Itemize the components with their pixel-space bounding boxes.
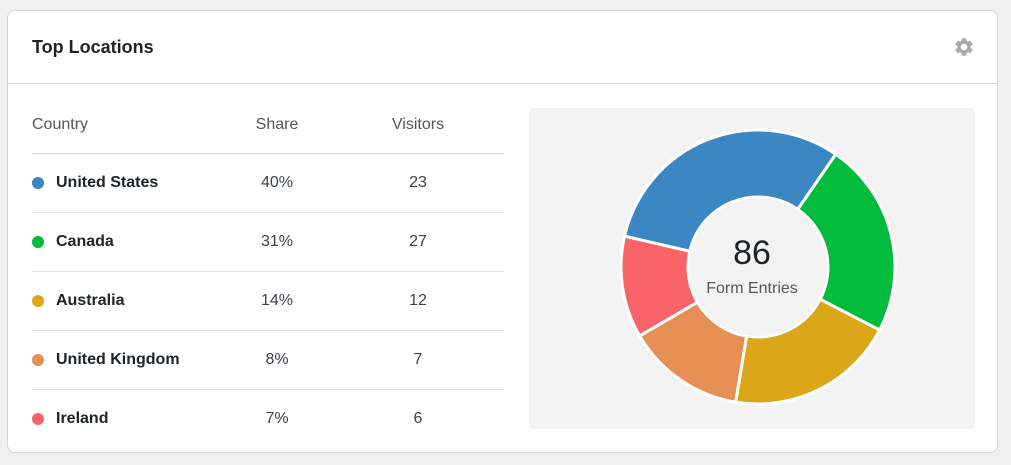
country-cell: Ireland xyxy=(32,410,222,428)
donut-chart xyxy=(619,128,897,406)
country-column-header: Country xyxy=(32,116,89,133)
visitors-cell: 23 xyxy=(409,174,427,191)
legend-dot xyxy=(32,413,44,425)
country-name: Ireland xyxy=(56,410,109,427)
table-row: United States 40% 23 xyxy=(32,154,504,213)
country-cell: United States xyxy=(32,174,222,192)
share-cell: 31% xyxy=(260,233,294,250)
visitors-cell: 27 xyxy=(409,233,427,250)
country-name: United States xyxy=(56,174,159,191)
country-name: Canada xyxy=(56,233,114,250)
country-cell: Canada xyxy=(32,233,222,251)
country-name: Australia xyxy=(56,292,125,309)
donut-hole xyxy=(689,198,827,336)
visitors-cell: 12 xyxy=(409,292,427,309)
legend-dot xyxy=(32,177,44,189)
center-value: 86 xyxy=(733,234,771,272)
share-column-header: Share xyxy=(255,116,299,133)
legend-dot xyxy=(32,236,44,248)
legend-dot xyxy=(32,354,44,366)
donut-slice-ireland[interactable] xyxy=(619,234,700,338)
table-row: Canada 31% 27 xyxy=(32,213,504,272)
table-row: United Kingdom 8% 7 xyxy=(32,331,504,390)
donut-slice-australia[interactable] xyxy=(733,297,882,406)
visitors-cell: 7 xyxy=(413,351,423,368)
widget-title: Top Locations xyxy=(32,37,154,57)
gear-icon[interactable] xyxy=(953,36,975,58)
visitors-column-header: Visitors xyxy=(391,116,445,133)
center-label: Form Entries xyxy=(706,280,798,297)
share-cell: 14% xyxy=(260,292,294,309)
share-cell: 40% xyxy=(260,174,294,191)
widget-header: Top Locations xyxy=(8,11,997,84)
country-cell: United Kingdom xyxy=(32,351,222,369)
country-cell: Australia xyxy=(32,292,222,310)
share-cell: 8% xyxy=(265,351,289,368)
visitors-cell: 6 xyxy=(413,410,423,427)
country-name: United Kingdom xyxy=(56,351,180,368)
donut-slice-united-states[interactable] xyxy=(622,128,838,254)
chart-panel: 86 Form Entries xyxy=(529,108,975,429)
legend-dot xyxy=(32,295,44,307)
share-cell: 7% xyxy=(265,410,289,427)
table-row: Australia 14% 12 xyxy=(32,272,504,331)
table-header: Country Share Visitors xyxy=(32,97,504,154)
locations-table: Country Share Visitors United States 40% 2… xyxy=(32,97,504,448)
donut-slice-canada[interactable] xyxy=(795,152,897,333)
table-row: Ireland 7% 6 xyxy=(32,390,504,448)
top-locations-widget: Top Locations Country Share Visitors Uni… xyxy=(7,10,998,453)
